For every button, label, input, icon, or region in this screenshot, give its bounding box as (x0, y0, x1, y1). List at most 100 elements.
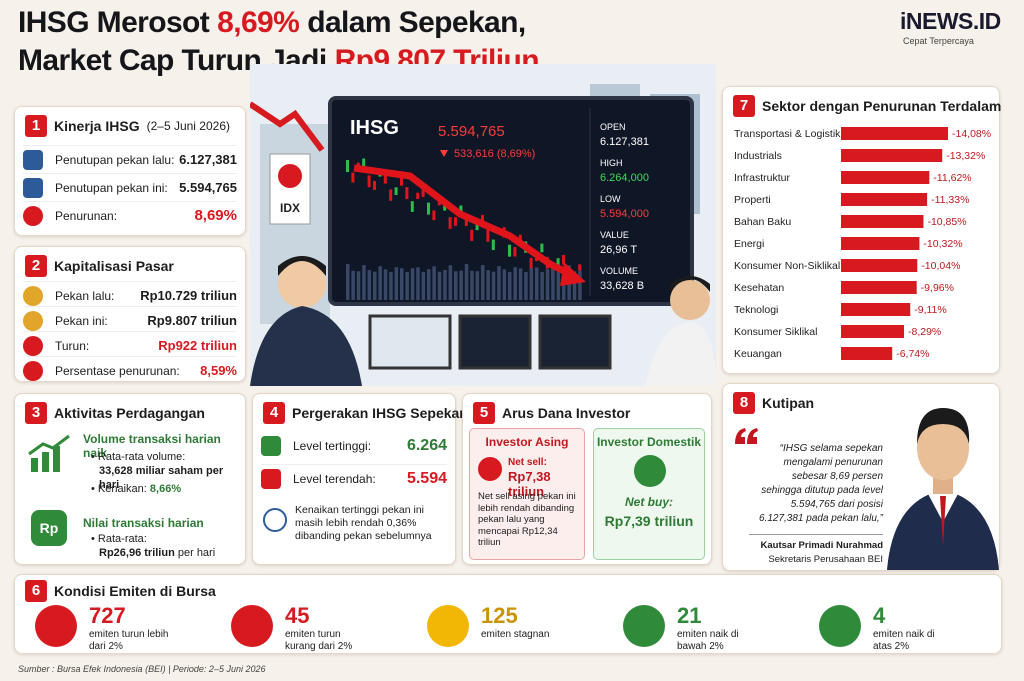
v: 8,59% (200, 363, 237, 378)
volume-bar (394, 267, 399, 300)
v: 8,69% (194, 207, 237, 224)
abs: “IHSG selama sepekan mengalami penurunan… (759, 443, 883, 524)
volume-bar (545, 269, 550, 300)
title-line-1: IHSG Merosot 8,69% dalam Sepekan, (18, 6, 534, 40)
num: 1 (25, 115, 47, 137)
span: Kapitalisasi Pasar (54, 258, 174, 274)
volume-bar (432, 266, 436, 300)
candle (373, 180, 376, 190)
candle (491, 239, 495, 251)
panel-label: LOW (600, 194, 621, 204)
emiten-count: 4 (873, 603, 886, 628)
growth-icon (28, 434, 70, 472)
volume-bar (454, 271, 458, 300)
span: Pergerakan IHSG Sepekan (292, 405, 468, 421)
emiten-count: 125 (481, 603, 518, 628)
abs: Nilai transaksi harian (83, 516, 204, 530)
candle (459, 205, 463, 214)
volume-bar (524, 271, 528, 300)
volume-bar (448, 265, 453, 300)
abs: Net sell: (508, 457, 547, 468)
volume-bar (373, 271, 377, 300)
volume-bar (513, 267, 517, 300)
v: 6.127,381 (179, 152, 237, 167)
path (278, 256, 326, 276)
num: 6 (25, 580, 47, 602)
emiten-count: 21 (677, 603, 702, 628)
volume-bar (470, 270, 474, 300)
ico (23, 310, 43, 331)
domestik-panel: Investor Domestik Net buy: Rp7,39 triliu… (593, 428, 705, 560)
ico (261, 468, 281, 489)
bar (841, 171, 930, 184)
span: Rata-rata: (97, 533, 147, 545)
heading: 2 Kapitalisasi Pasar (25, 255, 174, 277)
sector-label: Transportasi & Logistik (734, 128, 841, 140)
span: IHSG Merosot (18, 6, 210, 39)
volume-bar (362, 265, 366, 300)
b: Rp26,96 triliun (99, 547, 175, 559)
scene: IDX IHSG 5.594,765 533,616 (8,69%) OPEN 6… (250, 64, 716, 386)
candle (508, 244, 511, 257)
abs: Rp26,96 triliun per hari (99, 546, 215, 560)
hd: 4 Pergerakan IHSG Sepekan (263, 402, 468, 424)
span: Pekan lalu: (55, 288, 115, 303)
aktivitas-card: 3 Aktivitas Perdagangan Volume transaksi … (14, 393, 246, 565)
panel-label: OPEN (600, 122, 626, 132)
emiten-text: emiten naik di atas 2% (873, 629, 935, 652)
candle (383, 172, 387, 184)
volume-bar (367, 270, 372, 300)
abs: • Kenaikan: 8,66% (91, 483, 182, 495)
volume-bar (535, 267, 539, 300)
abs: Investor Domestik (596, 435, 702, 449)
num: 3 (25, 402, 47, 424)
volume-bar (421, 271, 426, 300)
num: 5 (473, 402, 495, 424)
rp-icon: Rp (31, 510, 67, 546)
sektor-card: 7 Sektor dengan Penurunan Terdalam Transp… (722, 86, 1001, 374)
rect (31, 458, 38, 472)
emiten-count: 727 (89, 603, 126, 628)
v: Rp9.807 triliun (147, 313, 237, 328)
sector-label: Bahan Baku (734, 216, 791, 228)
span: Aktivitas Perdagangan (54, 405, 205, 421)
volume-bar (405, 271, 409, 300)
logo: iNEWS.ID (900, 8, 1001, 34)
panel-value: 33,628 B (600, 280, 644, 292)
ellipse (917, 416, 969, 480)
sector-label: Infrastruktur (734, 172, 791, 184)
volume-bar (518, 268, 523, 300)
asing-panel: Investor Asing Net sell: Rp7,38 triliun … (469, 428, 585, 560)
emiten-item: 727 emiten turun lebih dari 2% (29, 603, 219, 652)
row: Level terendah: 5.594 (261, 464, 447, 492)
candle (518, 234, 522, 243)
rect (328, 96, 694, 306)
sector-label: Keuangan (734, 348, 782, 360)
span: Turun: (55, 338, 90, 353)
abs: 33,628 miliar saham per hari (99, 465, 224, 491)
chart-icon (263, 508, 287, 532)
candle (513, 247, 517, 257)
candle (556, 258, 560, 266)
v: 5.594,765 (179, 180, 237, 195)
volume-bar (351, 270, 355, 300)
volume-bar (400, 268, 404, 300)
candle (470, 229, 474, 241)
path (250, 306, 362, 386)
rect (458, 314, 532, 370)
candle (421, 186, 425, 197)
volume-bar (578, 270, 582, 300)
kapitalisasi-card: 2 Kapitalisasi Pasar Pekan lalu: Rp10.729 … (14, 246, 246, 382)
rect (538, 314, 612, 370)
volume-bar (427, 269, 431, 300)
volume-bar (389, 271, 393, 300)
num: 2 (25, 255, 47, 277)
span: Kondisi Emiten di Bursa (54, 583, 216, 599)
path (940, 496, 946, 546)
abs: Volume transaksi harian naik (83, 432, 221, 460)
value-label: -11,62% (933, 172, 971, 184)
volume-bar (502, 269, 507, 300)
g: OPEN 6.127,381 HIGH 6.264,000 LOW 5.594,000 VA… (600, 122, 649, 292)
emiten-text: emiten turun kurang dari 2% (285, 629, 353, 652)
volume-bar (508, 271, 512, 300)
